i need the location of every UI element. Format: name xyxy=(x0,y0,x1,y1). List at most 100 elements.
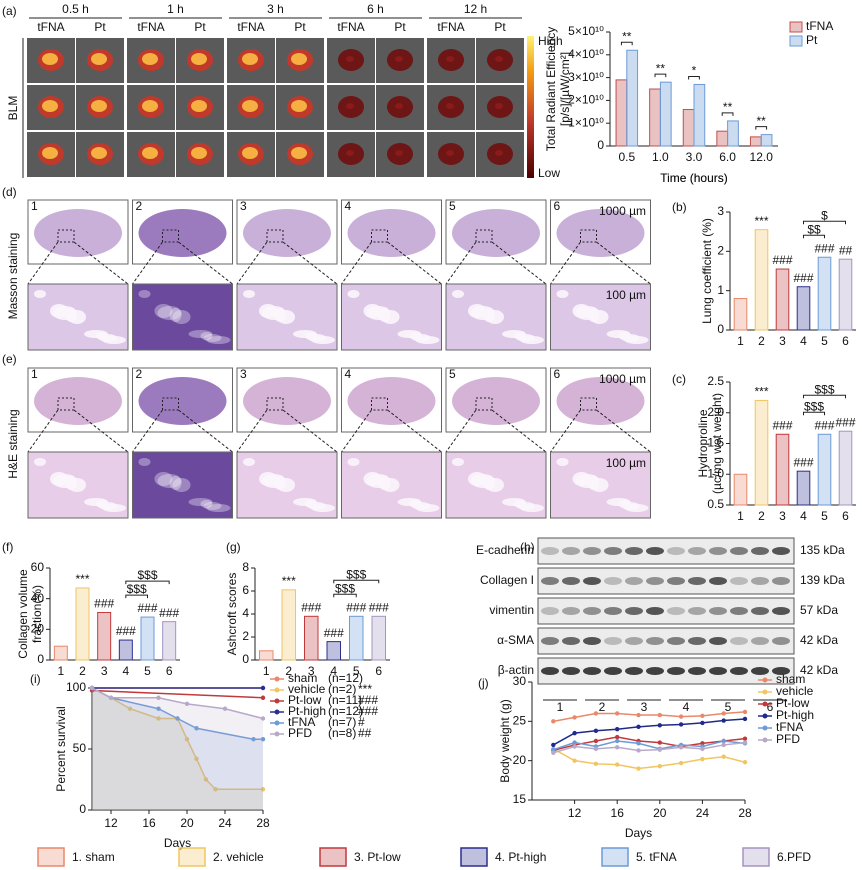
x-tick-label: 5 xyxy=(144,664,151,678)
comparison-label: $$$ xyxy=(346,567,366,581)
bar xyxy=(371,615,386,661)
y-tick-label: 1×10¹⁰ xyxy=(568,115,604,129)
alveolus xyxy=(138,290,151,298)
bar-annotation: ### xyxy=(793,455,813,469)
point xyxy=(742,709,748,715)
group-label: Pt xyxy=(94,20,106,34)
alveolus xyxy=(169,476,182,490)
point xyxy=(89,685,95,691)
sample-number: 5 xyxy=(449,367,456,381)
y-tick-label: 100 xyxy=(66,680,86,694)
bar xyxy=(775,433,790,506)
comparison-bracket xyxy=(333,579,380,584)
point xyxy=(222,706,228,711)
legend-marker xyxy=(762,677,768,683)
alveolus xyxy=(468,472,486,486)
panel-label: (b) xyxy=(672,200,687,214)
alveolus xyxy=(50,304,68,318)
scale-bar-label: 100 µm xyxy=(606,288,646,302)
sample-number: 1 xyxy=(31,199,38,213)
panel-label: (g) xyxy=(226,540,241,554)
bar xyxy=(733,473,748,506)
blot-band xyxy=(562,637,580,645)
point xyxy=(156,706,161,711)
legend-label: Pt-low xyxy=(288,693,322,707)
x-axis-label: Time (hours) xyxy=(660,171,728,185)
alveolus xyxy=(188,330,213,338)
y-tick-label: 2.5 xyxy=(707,374,724,388)
point xyxy=(593,761,599,767)
protein-label: β-actin xyxy=(498,663,534,677)
zoom-guide xyxy=(178,241,233,285)
legend-marker xyxy=(762,689,768,695)
blot-band xyxy=(730,607,748,615)
point xyxy=(615,762,620,767)
zoom-guide xyxy=(341,409,372,453)
blot-band xyxy=(646,637,664,645)
point xyxy=(156,716,161,721)
blot-band xyxy=(709,577,727,585)
scale-bar-label: 1000 µm xyxy=(599,204,646,218)
lane-label: 3 xyxy=(641,700,648,714)
y-axis-label: Body weight (g) xyxy=(498,699,512,782)
series-line xyxy=(91,687,263,791)
sample-number: 5 xyxy=(449,199,456,213)
bar-annotation: ### xyxy=(346,600,366,614)
legend-note: (n=8) xyxy=(328,726,356,740)
point xyxy=(203,777,209,782)
legend-marker xyxy=(274,731,280,737)
point xyxy=(678,745,684,750)
panel-label: (j) xyxy=(478,676,489,690)
bar xyxy=(727,120,739,147)
legend-label: tFNA xyxy=(288,715,315,729)
blot-band xyxy=(583,667,601,675)
signal-core xyxy=(42,100,58,112)
alveolus xyxy=(452,458,464,466)
point xyxy=(657,723,662,728)
x-tick-label: 4 xyxy=(800,509,807,523)
x-tick-label: 2 xyxy=(758,509,765,523)
group-label: 1. sham xyxy=(72,850,115,864)
legend-label: vehicle xyxy=(288,682,326,696)
significance-label: ** xyxy=(656,61,666,75)
time-label: 3 h xyxy=(267,2,284,16)
sample-number: 1 xyxy=(31,367,38,381)
tissue xyxy=(452,209,540,257)
group-label: tFNA xyxy=(437,20,464,34)
point xyxy=(251,737,256,742)
group-label: tFNA xyxy=(137,20,164,34)
point xyxy=(615,734,620,740)
roi xyxy=(580,229,597,243)
bar-annotation: ### xyxy=(835,415,855,429)
x-tick-label: 12 xyxy=(568,806,582,820)
scale-label: Low xyxy=(538,166,560,180)
point xyxy=(742,740,748,745)
panel-label: (c) xyxy=(672,372,686,386)
legend-marker xyxy=(762,737,768,743)
zoom-guide xyxy=(550,241,581,285)
sample-number: 4 xyxy=(345,367,352,381)
group-swatch xyxy=(601,847,629,867)
signal-core xyxy=(142,53,158,65)
group-label: tFNA xyxy=(37,20,64,34)
group-swatch xyxy=(742,847,770,867)
signal-core xyxy=(91,100,107,112)
tissue xyxy=(138,209,227,257)
alveolus xyxy=(347,290,360,298)
x-tick-label: 3 xyxy=(308,664,315,678)
scale-bar-label: 1000 µm xyxy=(599,372,646,386)
point xyxy=(721,754,726,759)
legend-note: (n=11) xyxy=(328,693,362,707)
series-line xyxy=(553,736,746,752)
bar xyxy=(659,81,672,147)
tissue xyxy=(347,377,436,425)
zoom-guide xyxy=(387,409,442,453)
alveolus xyxy=(154,304,173,318)
significance-label: ** xyxy=(757,114,767,128)
legend-label: tFNA xyxy=(776,720,803,734)
zoom-guide xyxy=(596,409,651,453)
alveolus xyxy=(84,498,108,506)
alveolus xyxy=(206,336,231,344)
comparison-bracket xyxy=(803,411,825,416)
alveolus xyxy=(259,472,277,486)
